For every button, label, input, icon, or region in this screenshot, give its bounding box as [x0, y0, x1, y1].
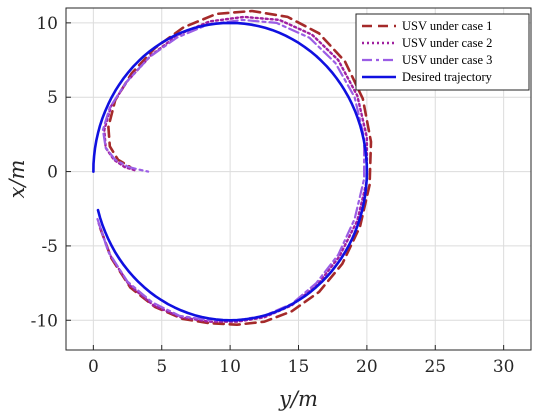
ticks: 0 5 10 15 20 25 30 -10 -5 0 5 10	[31, 14, 515, 377]
x-tick-label: 25	[424, 357, 446, 377]
legend-entry: USV under case 3	[402, 53, 492, 67]
x-tick-label: 5	[156, 357, 167, 377]
series-line	[96, 18, 366, 322]
x-axis-label: y/m	[278, 387, 318, 411]
y-axis-label: x/m	[5, 160, 29, 199]
legend-entry: USV under case 2	[402, 36, 492, 50]
x-tick-label: 20	[356, 357, 378, 377]
series-group	[92, 9, 373, 326]
x-tick-label: 10	[219, 357, 241, 377]
y-tick-label: -10	[31, 311, 58, 331]
legend-entry: USV under case 1	[402, 19, 492, 33]
legend-entry: Desired trajectory	[402, 70, 493, 84]
y-tick-label: 10	[36, 14, 58, 34]
legend: USV under case 1 USV under case 2 USV unde…	[355, 13, 530, 91]
x-tick-label: 30	[493, 357, 515, 377]
series-line	[92, 21, 369, 322]
y-tick-label: 5	[47, 88, 58, 108]
x-tick-label: 15	[288, 357, 310, 377]
y-tick-label: -5	[41, 237, 58, 257]
x-tick-label: 0	[88, 357, 99, 377]
y-tick-label: 0	[47, 163, 58, 183]
